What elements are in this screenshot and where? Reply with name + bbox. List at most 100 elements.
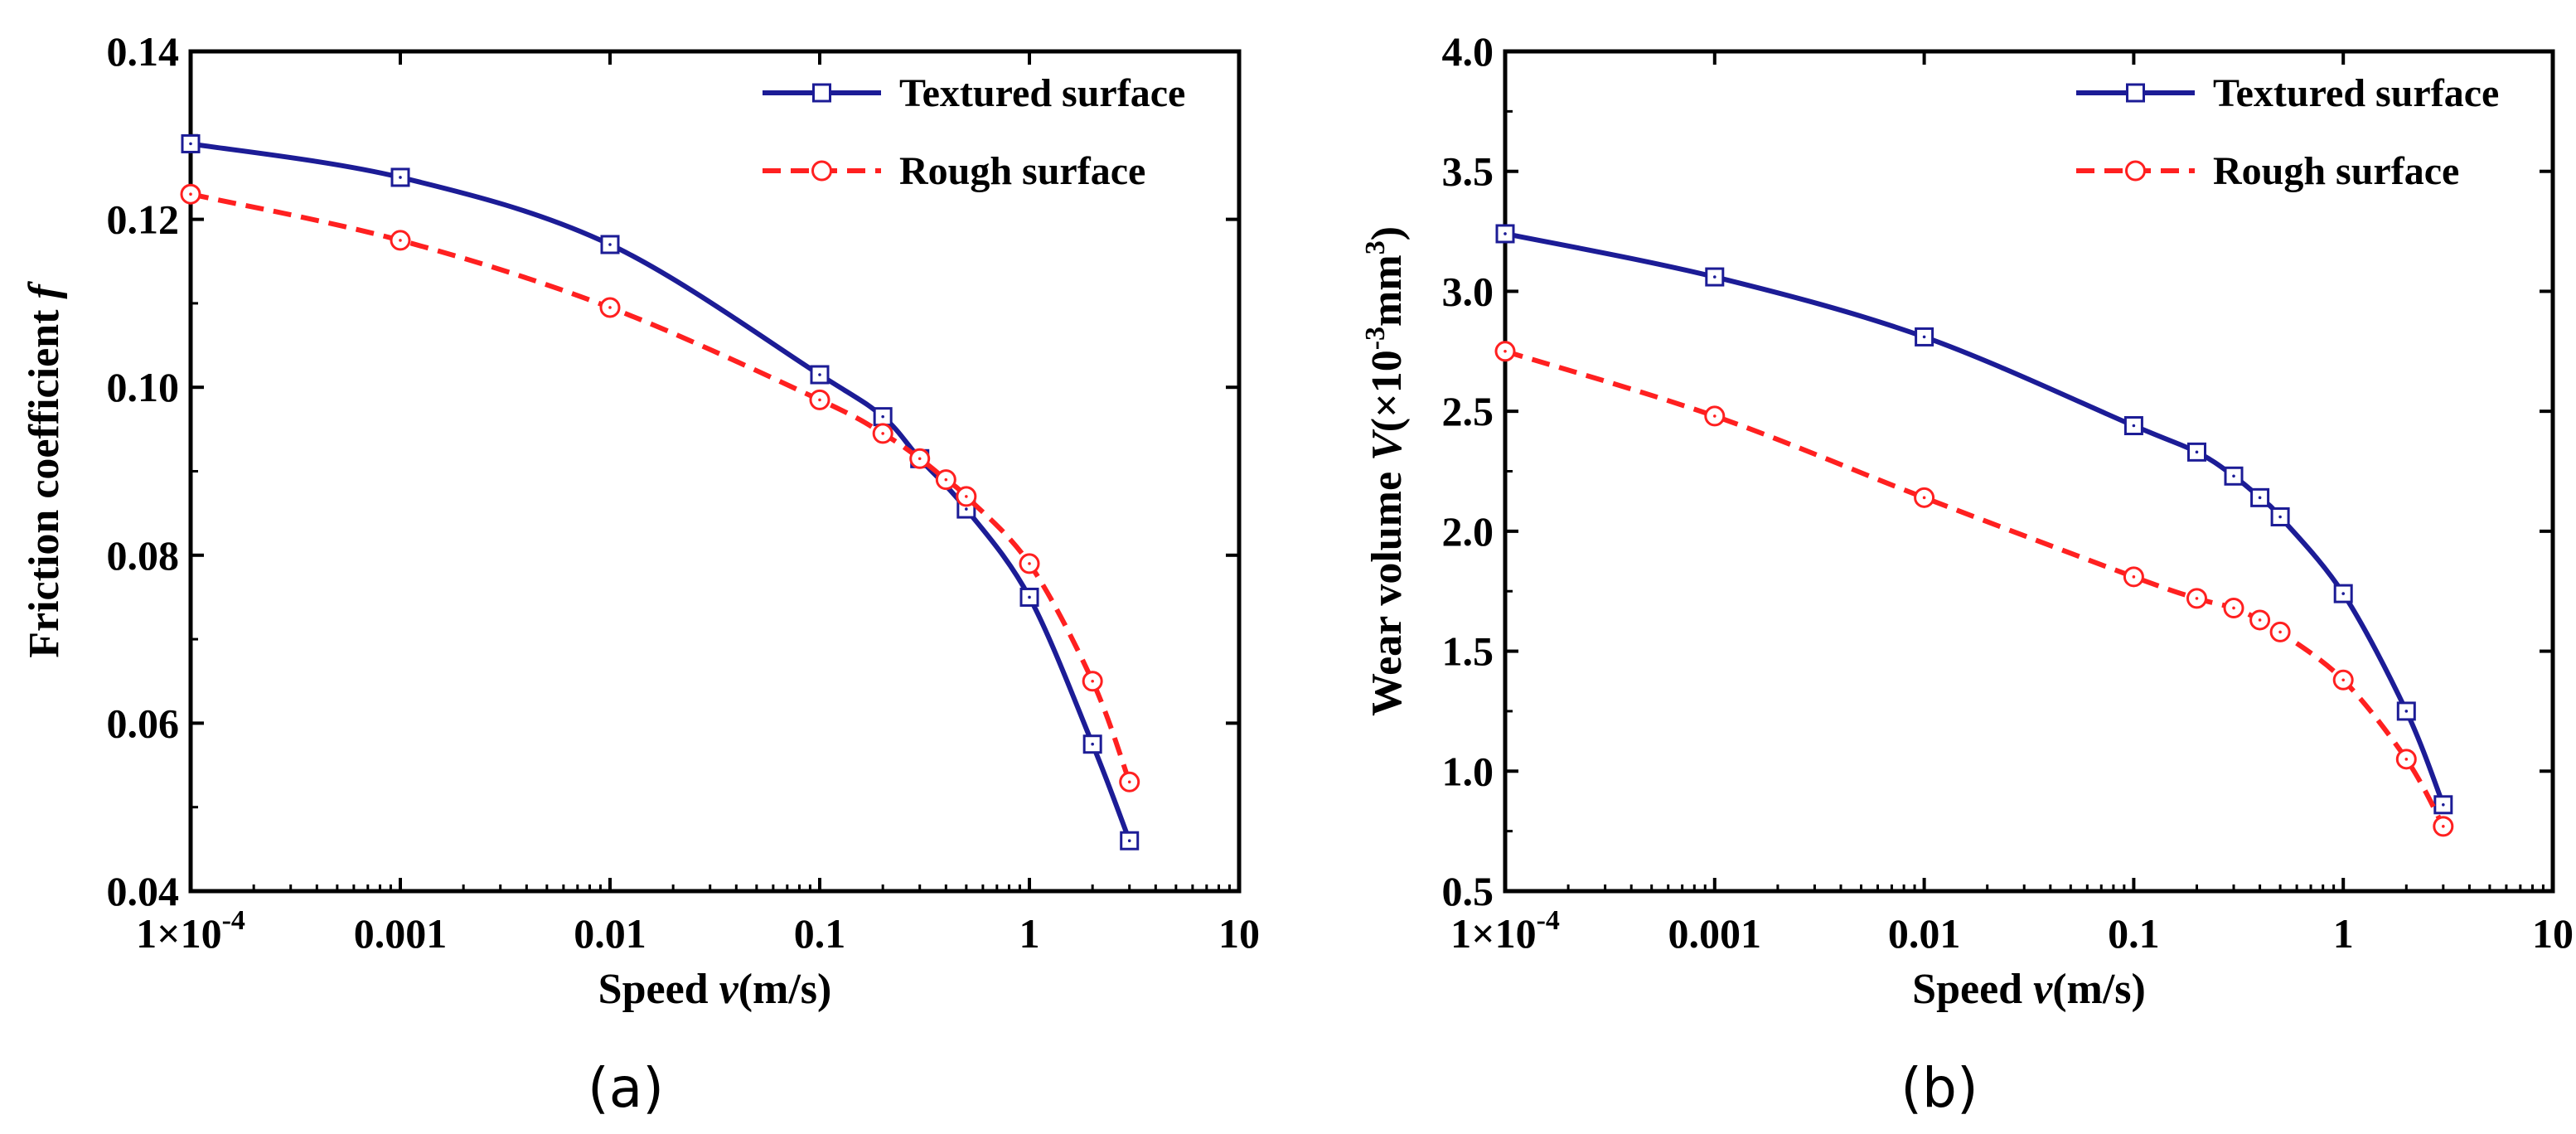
data-point-center-dot [2132,424,2136,428]
y-axis-title-exponent: -3 [1360,327,1391,350]
chart-panel-b: 1×10-4 0.001 0.01 0.1 1 10 0.5 1.0 1.5 2.0 2.5 3.0 3… [1360,28,2574,1120]
y-axis-title-variable: f [21,281,68,299]
panel-label: (b) [1901,1056,1978,1120]
data-point-center-dot [2442,803,2445,807]
series-line [190,141,1132,842]
legend: Textured surface Rough surface [763,71,1185,193]
y-tick-label: 1.5 [1442,628,1494,675]
data-point-center-dot [1503,349,1507,353]
data-point-center-dot [2404,758,2409,761]
x-axis-title-variable: v [719,966,739,1013]
x-tick-label-exponent: -4 [222,905,245,936]
y-tick-label: 2.0 [1442,508,1494,555]
x-tick-label: 0.001 [354,910,448,957]
data-point-center-dot [1028,562,1031,565]
x-tick-label: 0.001 [1668,910,1762,957]
data-point-center-dot [608,243,612,246]
y-tick-label: 2.5 [1442,388,1494,434]
series-rough-surface [180,183,1140,792]
data-point-center-dot [818,398,821,402]
data-point-center-dot [399,176,402,179]
chart-panel-a: 1×10-4 0.001 0.01 0.1 1 10 0.04 0.06 0.08 0.10 0.1… [21,28,1260,1120]
y-axis-title-unit-prefix: (×10 [1363,350,1411,432]
x-axis-title: Speed v(m/s) [598,966,832,1013]
y-tick-label: 0.10 [107,364,180,410]
legend-marker-square [2126,83,2145,103]
legend-marker-square [812,83,831,103]
x-tick-label: 1 [2333,910,2354,957]
y-tick-label: 0.12 [107,196,180,243]
legend-label: Textured surface [2213,71,2499,115]
y-axis: 0.04 0.06 0.08 0.10 0.12 0.14 [107,28,1239,914]
data-point-center-dot [965,495,968,498]
data-point-center-dot [1713,275,1717,279]
data-point-center-dot [944,477,948,482]
data-point-center-dot [189,142,192,146]
data-point-center-dot [881,432,884,435]
series-textured-surface [181,133,1140,850]
x-tick-label: 0.01 [574,910,646,957]
data-point-center-dot [1922,335,1926,339]
data-point-center-dot [2258,618,2262,622]
y-axis-title-unit-exponent: 3 [1360,240,1391,254]
y-tick-label: 3.5 [1442,148,1494,195]
data-point-center-dot [2195,450,2199,454]
y-axis-title-variable: V [1363,429,1411,461]
data-point-center-dot [399,239,402,242]
y-axis-title-text: Friction coefficient [21,299,68,658]
x-axis: 1×10-4 0.001 0.01 0.1 1 10 [1450,51,2574,957]
data-point-center-dot [2442,825,2445,828]
series-textured-surface [1495,224,2453,815]
y-tick-label: 0.06 [107,700,180,746]
panel-label: (a) [588,1056,664,1120]
data-point-center-dot [1127,839,1131,843]
series-rough-surface [1494,341,2454,837]
data-point-center-dot [189,192,192,196]
x-tick-label-base: 1×10 [136,910,222,957]
x-axis-title-variable: v [2033,966,2053,1013]
legend-label: Textured surface [899,71,1185,115]
x-tick-label: 10 [2532,910,2574,957]
x-tick-label: 10 [1218,910,1260,957]
data-point-center-dot [2341,592,2345,595]
x-tick-label: 1×10-4 [136,905,245,957]
data-point-center-dot [2232,606,2235,610]
data-point-center-dot [2404,710,2409,713]
data-point-center-dot [1028,595,1031,599]
x-tick-label-base: 1×10 [1450,910,1537,957]
y-axis-title-unit: mm [1363,254,1411,327]
data-point-center-dot [608,306,612,309]
data-point-center-dot [1503,232,1507,235]
x-axis-title: Speed v(m/s) [1912,966,2146,1013]
x-tick-label: 1 [1019,910,1040,957]
data-point-center-dot [1091,742,1094,746]
data-point-center-dot [2278,630,2282,634]
y-tick-label: 0.08 [107,532,180,579]
x-tick-label: 0.1 [2108,910,2160,957]
x-tick-label: 1×10-4 [1450,905,1560,957]
legend-label: Rough surface [2213,149,2459,193]
x-axis-title-unit: (m/s) [2052,966,2146,1013]
y-axis-title: Friction coefficient f [21,281,68,658]
data-point-center-dot [881,414,884,419]
y-axis-title: Wear volume V(×10-3mm3) [1360,226,1411,716]
data-point-center-dot [2278,515,2282,519]
data-point-center-dot [2195,597,2199,600]
legend-marker-circle [811,160,832,182]
x-axis-title-text: Speed [1912,966,2033,1013]
legend-label: Rough surface [899,149,1145,193]
data-point-center-dot [2132,575,2136,579]
y-axis-title-close: ) [1363,226,1411,240]
series-line [1504,348,2446,828]
data-point-center-dot [1127,780,1131,784]
data-point-center-dot [2341,678,2345,682]
x-axis-title-text: Speed [598,966,719,1013]
x-tick-label-exponent: -4 [1537,905,1560,936]
data-point-center-dot [1713,414,1717,418]
y-tick-label: 1.0 [1442,748,1494,794]
data-point-center-dot [918,457,922,461]
y-axis-title-text: Wear volume [1363,461,1411,716]
x-tick-label: 0.01 [1888,910,1961,957]
data-point-center-dot [2232,474,2235,478]
